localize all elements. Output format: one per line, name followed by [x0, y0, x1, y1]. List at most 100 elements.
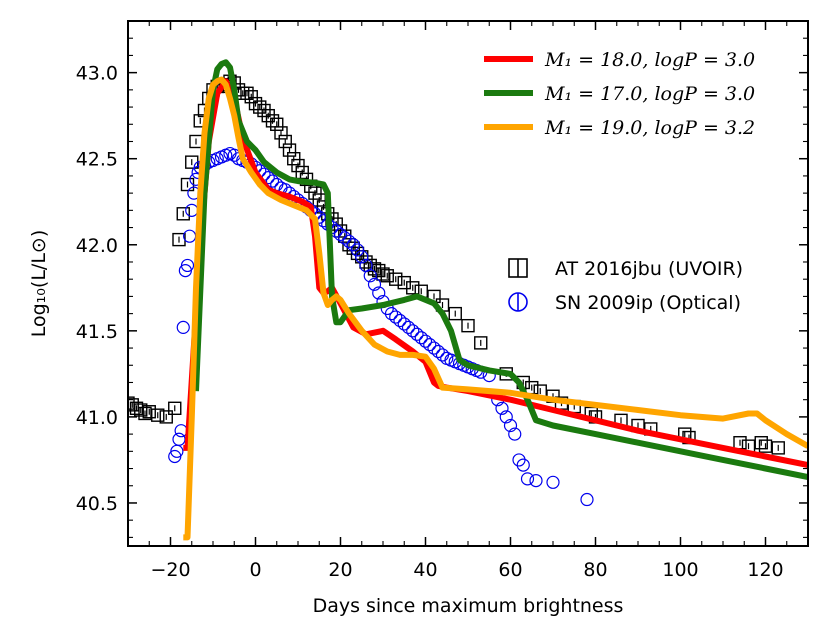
square-marker [406, 281, 420, 295]
square-marker [367, 262, 382, 276]
square-marker [380, 269, 394, 283]
circle-marker [499, 410, 513, 424]
x-tick-label: 80 [583, 559, 607, 581]
legend-entry-obs-1: SN 2009ip (Optical) [508, 292, 741, 314]
square-marker [128, 398, 139, 412]
legend-label: SN 2009ip (Optical) [555, 292, 741, 314]
circle-marker [529, 473, 543, 488]
square-marker [257, 103, 271, 118]
axes-layer: −20 0 20 40 60 80 100 120 40.5 41.0 41.5 42.0 42.5 43… [28, 21, 808, 617]
x-tick-label: 60 [498, 559, 522, 581]
data-layer [128, 59, 808, 541]
legend-label: M₁ = 19.0, logP = 3.2 [544, 117, 755, 139]
square-marker [253, 100, 267, 114]
x-tick-label: 120 [747, 559, 783, 581]
legend-entry-line-0: M₁ = 18.0, logP = 3.0 [484, 49, 755, 71]
square-marker [176, 207, 190, 221]
circle-marker [423, 338, 437, 352]
square-marker [265, 114, 280, 128]
square-marker [287, 152, 301, 166]
square-marker [754, 436, 768, 450]
circle-marker [406, 324, 420, 338]
circle-marker [397, 317, 411, 331]
square-marker [159, 410, 173, 424]
square-marker [474, 336, 488, 350]
square-marker [128, 396, 135, 410]
square-marker [376, 267, 390, 281]
y-tick-label: 42.0 [76, 235, 118, 257]
circle-marker [431, 344, 445, 359]
legend-label: AT 2016jbu (UVOIR) [555, 258, 743, 280]
circle-marker [265, 174, 280, 188]
square-marker [278, 134, 292, 149]
square-marker [350, 246, 365, 261]
x-tick-label: 20 [328, 559, 352, 581]
square-marker [274, 126, 288, 140]
circle-marker [393, 313, 407, 328]
x-axis-title: Days since maximum brightness [313, 595, 624, 617]
square-marker [389, 272, 403, 286]
square-marker [771, 441, 785, 455]
circle-marker [414, 331, 428, 345]
circle-marker [546, 475, 560, 489]
square-marker [168, 401, 182, 415]
x-tick-label: −20 [150, 559, 190, 581]
circle-marker [580, 492, 594, 507]
square-marker [138, 406, 152, 421]
y-tick-label: 41.5 [76, 321, 118, 343]
square-marker [282, 143, 297, 157]
square-marker [291, 158, 305, 173]
legend-entry-line-2: M₁ = 19.0, logP = 3.2 [484, 117, 755, 139]
circle-marker [508, 427, 522, 441]
y-tick-label: 41.0 [76, 407, 118, 429]
circle-marker [180, 258, 195, 273]
y-tick-label: 43.0 [76, 63, 118, 85]
square-marker [244, 90, 258, 104]
circle-marker [367, 277, 382, 291]
plot-frame [127, 20, 809, 547]
legend-label: M₁ = 18.0, logP = 3.0 [544, 49, 755, 71]
square-marker [134, 403, 148, 417]
legend-label: M₁ = 17.0, logP = 3.0 [544, 83, 755, 105]
x-tick-label: 100 [662, 559, 698, 581]
square-marker [129, 401, 144, 415]
legend-entry-line-1: M₁ = 17.0, logP = 3.0 [484, 83, 755, 105]
square-marker [333, 224, 348, 238]
square-marker [461, 318, 475, 333]
circle-marker [355, 250, 369, 264]
square-marker [151, 408, 165, 422]
x-tick-label: 0 [249, 559, 261, 581]
square-marker [363, 258, 377, 273]
square-marker [261, 108, 275, 123]
y-tick-label: 40.5 [76, 493, 118, 515]
circle-marker [503, 418, 518, 433]
circle-marker [418, 334, 433, 348]
model-line-2 [183, 76, 808, 541]
square-marker [448, 306, 462, 321]
circle-marker [401, 320, 416, 334]
x-tick-label: 40 [413, 559, 437, 581]
circle-marker [520, 472, 535, 486]
legend-entry-obs-0: AT 2016jbu (UVOIR) [508, 258, 743, 280]
square-marker [308, 186, 322, 200]
circle-marker [338, 231, 352, 245]
square-marker [295, 165, 309, 180]
circle-marker [172, 432, 186, 446]
circle-marker [363, 269, 377, 283]
circle-marker [410, 327, 424, 341]
circle-marker [333, 227, 348, 242]
legend: M₁ = 18.0, logP = 3.0 M₁ = 17.0, logP = 3… [484, 49, 755, 314]
y-tick-label: 42.5 [76, 149, 118, 171]
circle-marker [342, 234, 356, 248]
circle-marker [495, 401, 509, 415]
square-marker [142, 405, 156, 419]
y-axis-title: Log₁₀(L/L⊙) [28, 230, 50, 338]
square-marker [240, 86, 254, 100]
circle-marker [389, 310, 403, 324]
square-marker [758, 439, 773, 453]
square-marker [397, 275, 411, 290]
circle-marker [176, 320, 190, 334]
circle-marker [516, 458, 530, 472]
